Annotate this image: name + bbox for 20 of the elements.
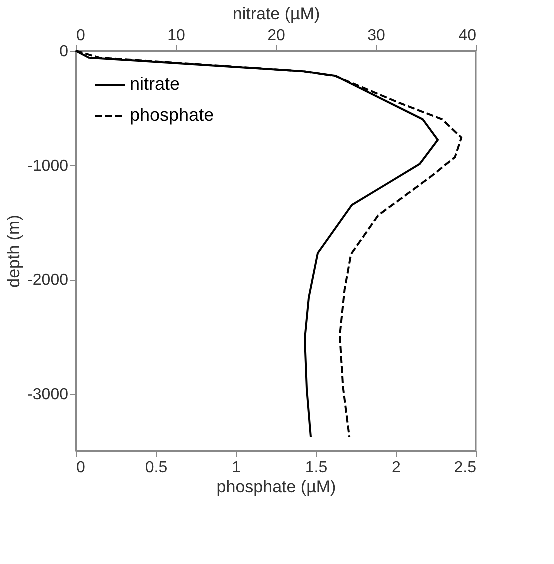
y-tick-label: -2000 [28,272,69,290]
y-axis-title: depth (m) [4,215,24,288]
x2-tick-label: 20 [268,28,286,44]
x-tick-label: 1 [232,460,242,476]
x-axis-title: phosphate (µM) [216,478,336,496]
x-tick-label: 2.5 [454,460,477,476]
x2-axis-title: nitrate (µM) [232,4,320,24]
y-tick-label: -3000 [28,386,69,404]
y-tick-label: -1000 [28,158,69,175]
x-tick-label: 0.5 [145,460,168,476]
x2-tick-label: 0 [76,28,86,44]
x-tick-label: 1.5 [305,460,328,476]
x2-tick-label: 40 [458,28,477,44]
y-tick-label: 0 [60,44,69,60]
x-tick-label: 0 [76,460,86,476]
legend-label: phosphate [130,105,214,125]
x-tick-label: 2 [392,460,402,476]
legend-label: nitrate [130,74,180,94]
x2-tick-label: 10 [168,28,186,44]
x2-tick-label: 30 [368,28,386,44]
